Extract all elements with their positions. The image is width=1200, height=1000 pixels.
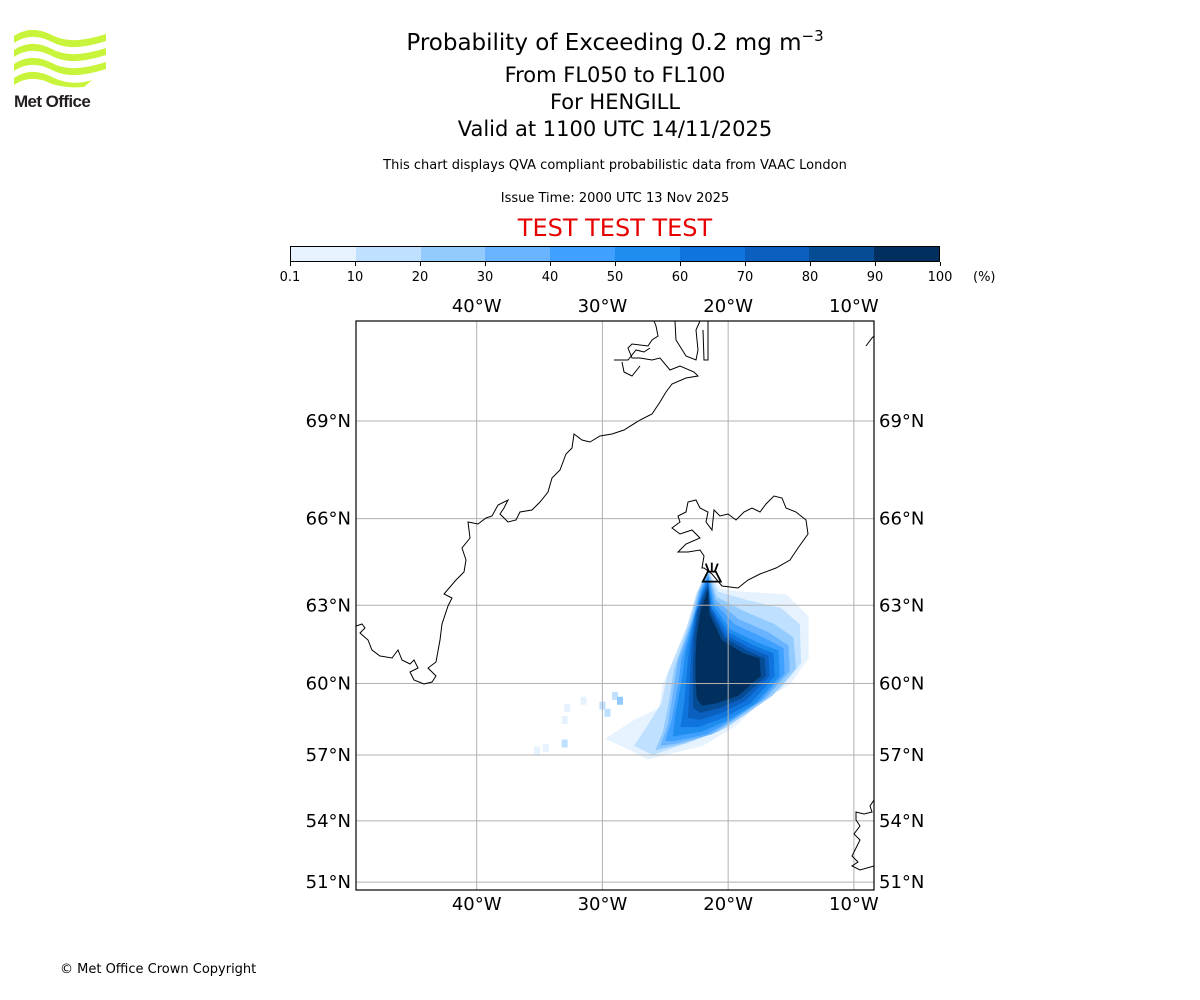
- coastline-greenland-inlet: [614, 347, 651, 377]
- coastline-greenland: [356, 321, 700, 685]
- ash-plume: [534, 568, 809, 760]
- colorbar: [290, 246, 940, 262]
- colorbar-tick: [679, 262, 681, 266]
- colorbar-tick-label: 0.1: [279, 270, 301, 285]
- colorbar-segment: [744, 247, 810, 261]
- colorbar-tick: [744, 262, 746, 266]
- latitude-label: 57°N: [306, 745, 351, 766]
- issue-time: Issue Time: 2000 UTC 13 Nov 2025: [500, 191, 730, 206]
- colorbar-tick-label: 90: [866, 270, 884, 285]
- graticule: [356, 321, 874, 890]
- test-banner: TEST TEST TEST: [517, 214, 713, 242]
- latitude-label: 51°N: [306, 872, 351, 893]
- latitude-label: 57°N: [879, 745, 924, 766]
- map-frame: [355, 320, 875, 891]
- plume-cell: [561, 739, 568, 748]
- plume-cell: [612, 691, 618, 700]
- latitude-label: 66°N: [306, 509, 351, 530]
- colorbar-tick-label: 30: [476, 270, 494, 285]
- latitude-label: 51°N: [879, 872, 924, 893]
- chart-description: This chart displays QVA compliant probab…: [383, 158, 847, 173]
- colorbar-tick-label: 20: [411, 270, 429, 285]
- latitude-label: 63°N: [879, 595, 924, 616]
- axis-labels: 40°W 40°W 30°W 30°W 20°W 20°W 10°W 10°W 69°N 69°N…: [306, 296, 925, 915]
- plume-cell: [604, 708, 611, 717]
- coastline-iceland: [671, 495, 809, 589]
- chart-title: Probability of Exceeding 0.2 mg m−3: [0, 27, 1200, 56]
- longitude-label: 10°W: [829, 296, 879, 317]
- colorbar-segment: [485, 247, 551, 261]
- colorbar-tick: [549, 262, 551, 266]
- plume-cell: [561, 716, 568, 725]
- colorbar-segment: [355, 247, 421, 261]
- latitude-label: 69°N: [879, 411, 924, 432]
- volcano-name: For HENGILL: [549, 90, 681, 114]
- longitude-label: 20°W: [703, 894, 753, 915]
- volcano-icon: [701, 562, 723, 583]
- coastline-greenland-north: [674, 321, 709, 361]
- copyright-notice: © Met Office Crown Copyright: [60, 962, 257, 977]
- colorbar-tick: [874, 262, 876, 266]
- colorbar-tick: [809, 262, 811, 266]
- latitude-label: 54°N: [879, 811, 924, 832]
- colorbar-tick-label: 70: [736, 270, 754, 285]
- colorbar-tick-label: 50: [606, 270, 624, 285]
- met-office-logo: Met Office: [14, 29, 106, 112]
- colorbar-tick: [354, 262, 356, 266]
- flight-level-range: From FL050 to FL100: [504, 63, 726, 87]
- longitude-label: 40°W: [452, 894, 502, 915]
- longitude-label: 10°W: [829, 894, 879, 915]
- plume-cell: [534, 746, 541, 755]
- colorbar-tick-label: 40: [541, 270, 559, 285]
- colorbar-tick-label: 10: [346, 270, 364, 285]
- colorbar-tick: [419, 262, 421, 266]
- colorbar-segment: [420, 247, 486, 261]
- latitude-label: 69°N: [306, 411, 351, 432]
- valid-time: Valid at 1100 UTC 14/11/2025: [457, 117, 773, 141]
- colorbar-segment: [874, 247, 939, 261]
- colorbar-segment: [679, 247, 745, 261]
- colorbar-tick-label: 80: [801, 270, 819, 285]
- latitude-label: 66°N: [879, 509, 924, 530]
- colorbar-tick: [614, 262, 616, 266]
- plume-cell: [617, 696, 624, 705]
- coastlines: [356, 321, 874, 871]
- coastline-scotland: [865, 335, 874, 347]
- longitude-label: 30°W: [578, 894, 628, 915]
- plume-cell: [542, 744, 549, 753]
- met-office-waves-icon: [14, 29, 106, 88]
- coastline-ireland: [851, 799, 874, 871]
- colorbar-segment: [614, 247, 680, 261]
- colorbar-segment: [291, 247, 356, 261]
- colorbar-tick: [289, 262, 291, 266]
- colorbar-segment: [550, 247, 615, 261]
- chart-title-text: Probability of Exceeding 0.2 mg m: [406, 30, 802, 56]
- latitude-label: 54°N: [306, 811, 351, 832]
- chart-title-superscript: −3: [801, 27, 824, 45]
- colorbar-tick: [484, 262, 486, 266]
- latitude-label: 60°N: [879, 674, 924, 695]
- colorbar-tick-label: 100: [927, 270, 953, 285]
- plume-cell: [580, 696, 587, 705]
- longitude-label: 20°W: [703, 296, 753, 317]
- plume-cell: [564, 704, 571, 713]
- colorbar-unit: (%): [973, 270, 996, 285]
- colorbar-tick-label: 60: [671, 270, 689, 285]
- colorbar-segment: [809, 247, 875, 261]
- colorbar-tick: [939, 262, 941, 266]
- latitude-label: 60°N: [306, 674, 351, 695]
- longitude-label: 30°W: [578, 296, 628, 317]
- longitude-label: 40°W: [452, 296, 502, 317]
- logo-text: Met Office: [14, 92, 91, 111]
- latitude-label: 63°N: [306, 595, 351, 616]
- volcano-marker-icon: [701, 562, 723, 583]
